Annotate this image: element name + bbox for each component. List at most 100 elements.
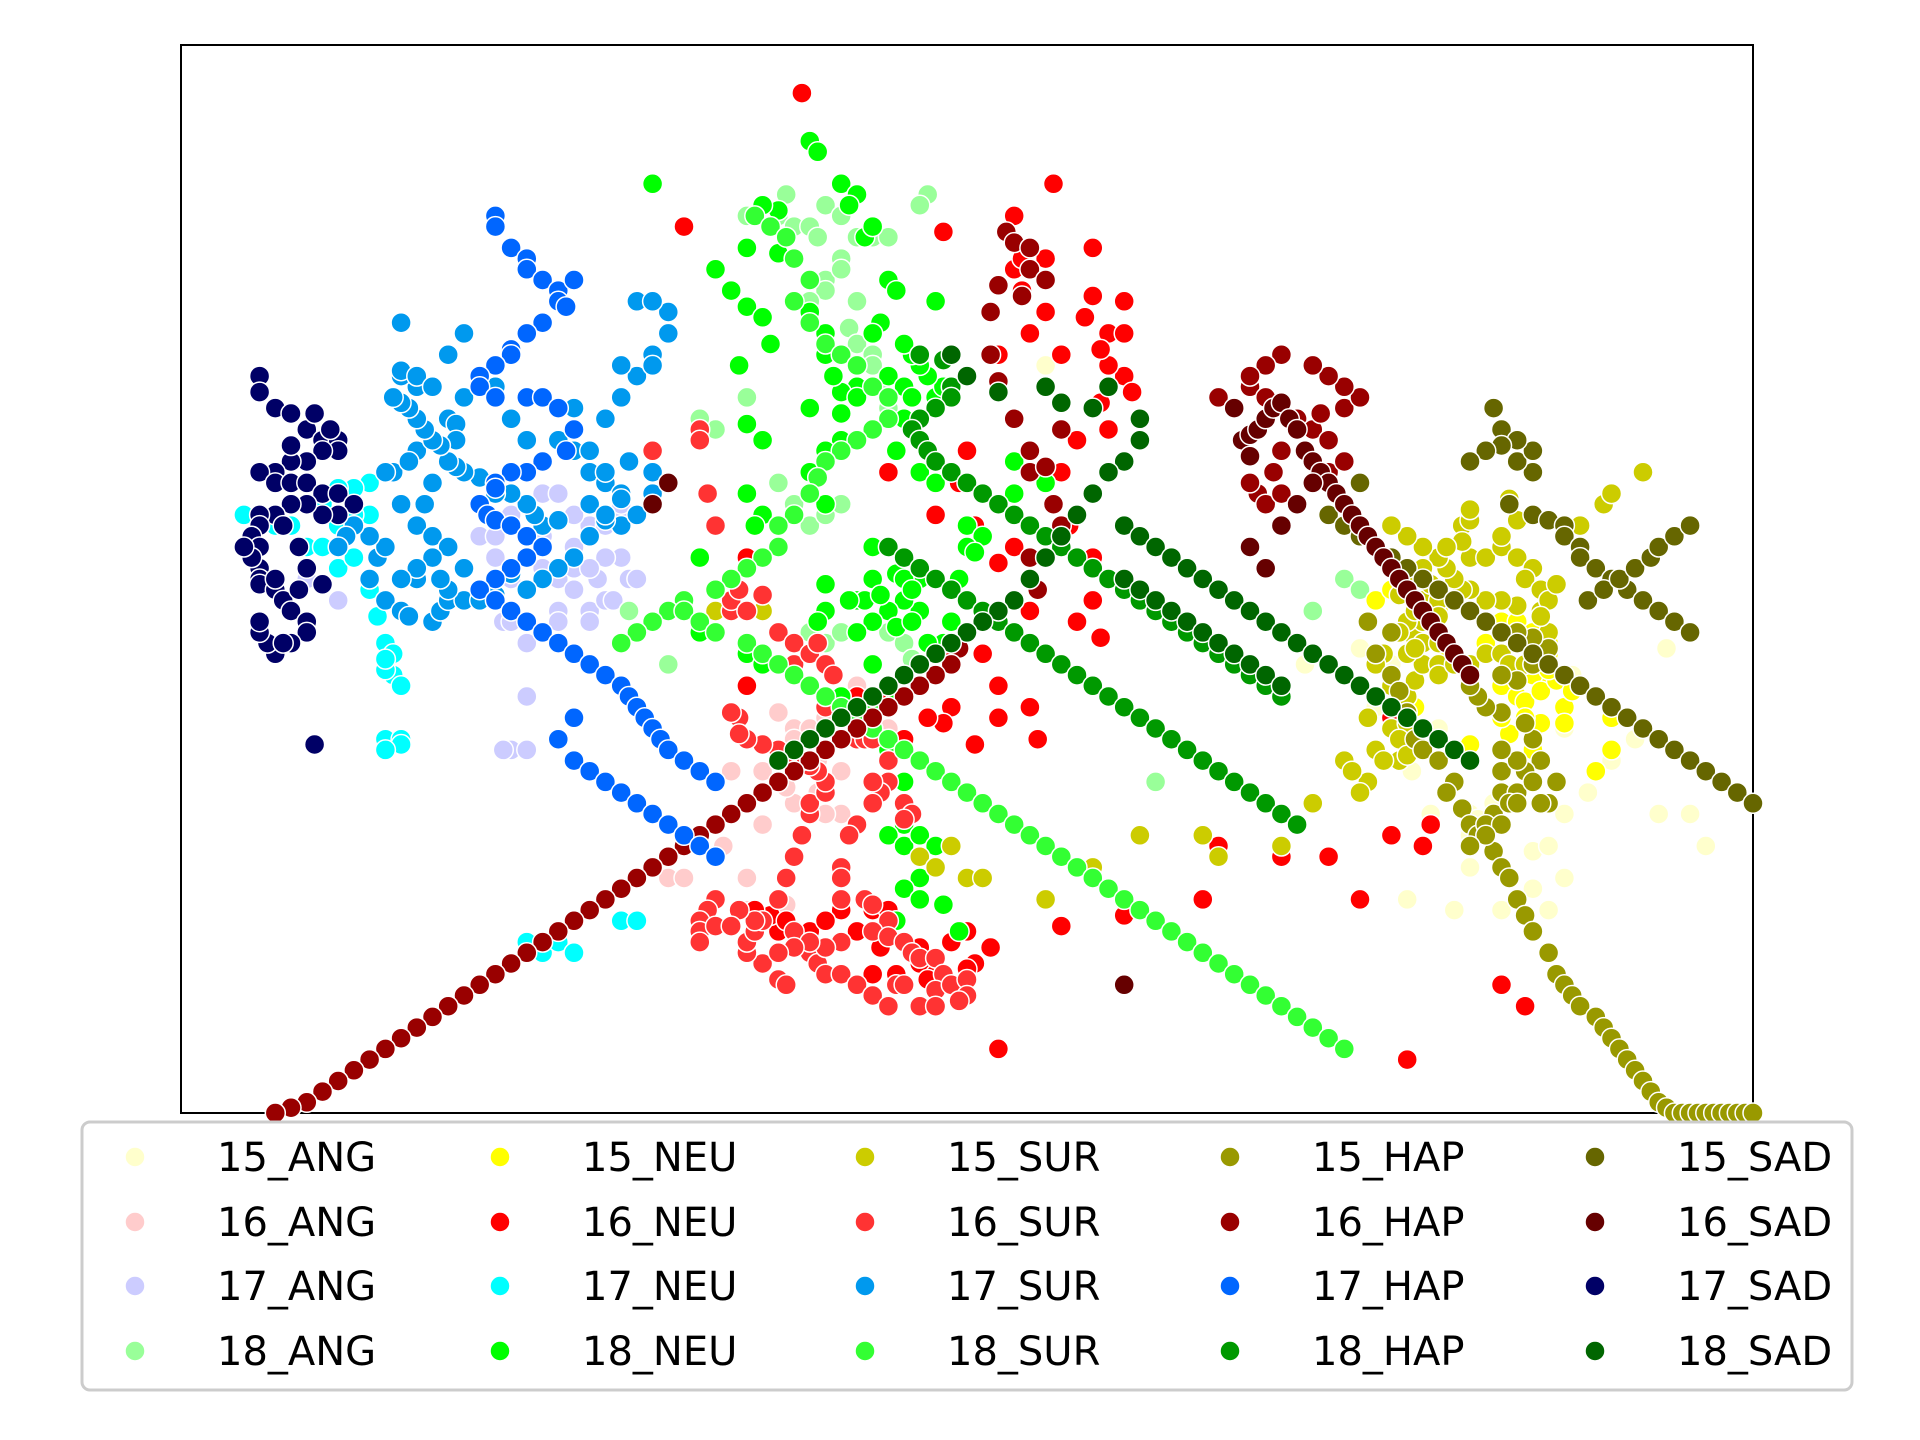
point-15_SUR-87 (1459, 498, 1481, 521)
point-17_SUR-54 (516, 578, 538, 601)
point-17_SAD-18 (343, 493, 365, 515)
point-18_NEU-84 (909, 888, 931, 911)
point-15_SAD-40 (1569, 546, 1591, 569)
point-16_SAD-33 (1459, 664, 1481, 686)
point-18_SUR-47 (940, 771, 963, 793)
point-18_SUR-68 (1270, 995, 1293, 1017)
point-17_HAP-19 (531, 386, 554, 409)
point-16_HAP-52 (500, 952, 522, 975)
point-17_SUR-52 (547, 557, 570, 580)
point-18_ANG-42 (618, 600, 640, 622)
point-17_HAP-54 (689, 760, 711, 782)
point-16_NEU-31 (877, 461, 900, 483)
point-18_SUR-12 (877, 408, 900, 430)
point-17_HAP-11 (516, 322, 538, 345)
point-18_HAP-51 (1176, 739, 1198, 761)
point-16_SUR-24 (877, 749, 900, 772)
point-15_SAD-23 (1647, 728, 1670, 750)
point-18_NEU-41 (964, 541, 986, 564)
point-16_SUR-31 (861, 792, 884, 815)
point-16_NEU-25 (1003, 536, 1025, 558)
point-17_ANG-30 (516, 739, 538, 761)
legend-label-15_ANG: 15_ANG (217, 1135, 376, 1181)
point-18_SAD-61 (1207, 632, 1230, 654)
point-15_ANG-25 (1647, 803, 1670, 825)
point-16_SUR-87 (783, 845, 805, 868)
point-16_SUR-30 (861, 771, 884, 793)
point-15_HAP-57 (1545, 771, 1568, 793)
point-15_SAD-45 (1647, 600, 1670, 622)
point-18_SUR-62 (1176, 931, 1198, 953)
point-18_NEU-110 (744, 514, 766, 537)
legend-label-15_NEU: 15_NEU (582, 1135, 737, 1181)
point-15_SAD-8 (1412, 568, 1434, 590)
point-16_NEU-32 (924, 504, 947, 526)
point-18_SUR-1 (759, 215, 782, 238)
point-15_SUR-7 (1034, 888, 1057, 911)
point-18_SAD-40 (1239, 600, 1261, 622)
point-17_HAP-17 (484, 386, 507, 409)
point-18_SUR-39 (814, 685, 837, 708)
point-18_SUR-64 (1207, 952, 1230, 975)
point-17_SUR-21 (421, 472, 444, 494)
point-16_HAP-57 (421, 1006, 444, 1028)
point-16_HAP-61 (358, 1048, 381, 1071)
point-17_HAP-31 (500, 514, 522, 537)
point-15_SUR-70 (1490, 525, 1513, 548)
point-18_NEU-79 (909, 824, 931, 847)
point-18_SUR-4 (799, 269, 821, 291)
point-17_SUR-56 (437, 536, 459, 558)
point-16_HAP-34 (783, 760, 805, 782)
point-18_SAD-11 (1082, 482, 1104, 505)
point-16_SAD-39 (1113, 974, 1135, 996)
point-17_HAP-10 (531, 311, 554, 334)
point-17_ANG-38 (547, 610, 570, 633)
legend-label-18_HAP: 18_HAP (1312, 1329, 1464, 1375)
point-18_SAD-44 (1302, 643, 1324, 665)
point-18_NEU-9 (885, 279, 908, 302)
point-15_SAD-14 (1506, 632, 1528, 654)
point-18_NEU-91 (720, 279, 742, 302)
point-18_SAD-16 (1003, 589, 1025, 612)
point-16_HAP-7 (979, 301, 1002, 323)
point-16_ANG-22 (767, 701, 790, 724)
point-17_SUR-76 (358, 525, 381, 548)
point-16_SAD-36 (1270, 514, 1293, 537)
point-16_HAP-47 (578, 899, 601, 921)
point-16_SUR-18 (822, 664, 845, 686)
point-15_SUR-72 (1514, 568, 1536, 590)
point-15_HAP-58 (1530, 792, 1552, 815)
point-15_SAD-15 (1522, 643, 1544, 665)
point-17_ANG-44 (578, 557, 601, 580)
point-18_NEU-18 (877, 365, 900, 387)
point-18_SAD-45 (1317, 653, 1340, 676)
point-18_SUR-50 (987, 803, 1010, 825)
point-15_SUR-79 (1435, 536, 1458, 558)
legend-marker-18_SAD (1584, 1340, 1606, 1362)
point-18_SAD-32 (1113, 514, 1135, 537)
point-16_HAP-2 (1019, 237, 1041, 259)
legend-marker-16_SAD (1584, 1211, 1606, 1233)
point-17_SAD-42 (233, 536, 255, 558)
point-18_SUR-0 (744, 205, 766, 227)
point-16_NEU-98 (1074, 306, 1096, 329)
point-18_SAD-26 (846, 696, 868, 718)
point-17_SAD-35 (296, 621, 318, 644)
point-17_HAP-43 (563, 643, 585, 665)
point-18_SAD-18 (971, 610, 994, 633)
point-18_NEU-57 (806, 610, 829, 633)
point-18_SAD-0 (940, 343, 963, 366)
point-18_NEU-100 (751, 429, 774, 451)
point-18_SAD-60 (1192, 621, 1214, 644)
point-17_HAP-20 (547, 397, 570, 419)
point-16_HAP-79 (1254, 493, 1277, 515)
point-18_SUR-11 (877, 386, 900, 409)
point-18_SUR-9 (846, 354, 868, 377)
point-15_SUR-47 (1475, 589, 1497, 612)
point-17_HAP-59 (578, 760, 601, 782)
point-18_SUR-19 (783, 504, 805, 526)
legend-label-16_HAP: 16_HAP (1312, 1200, 1464, 1246)
point-15_HAP-60 (1490, 813, 1513, 836)
point-15_SAD-29 (1742, 792, 1764, 815)
point-18_NEU-2 (806, 141, 829, 163)
